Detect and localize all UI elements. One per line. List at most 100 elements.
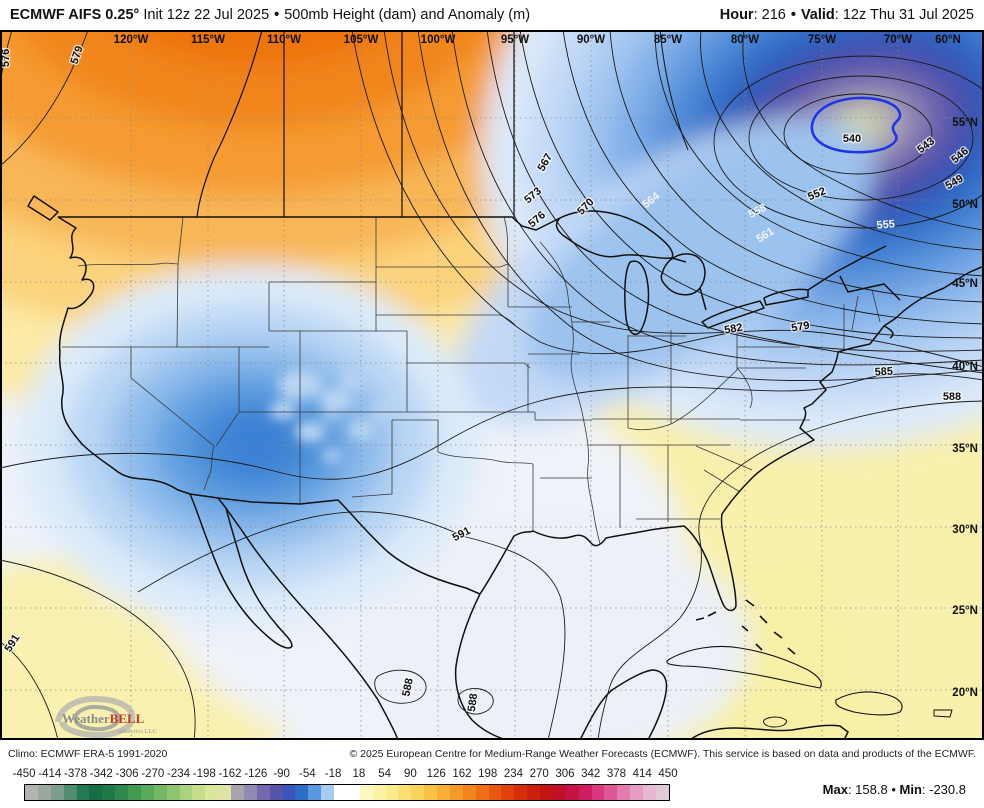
colorbar-cell bbox=[462, 785, 476, 800]
colorbar-cell bbox=[334, 785, 347, 800]
colorbar-tick-label: 54 bbox=[378, 768, 392, 780]
colorbar-cell bbox=[346, 785, 360, 800]
map-frame bbox=[0, 30, 984, 740]
colorbar: -450 -414 -378 -342 -306 -270 -234 -198 -162 -126… bbox=[12, 768, 678, 806]
contour-label-588: 588 bbox=[943, 391, 961, 403]
colorbar-cell bbox=[102, 785, 116, 800]
colorbar-tick-label: -378 bbox=[64, 768, 88, 780]
colorbar-cell bbox=[449, 785, 463, 800]
colorbar-tick-label: 306 bbox=[555, 768, 575, 780]
colorbar-cell bbox=[166, 785, 180, 800]
valid-value: 12z Thu 31 Jul 2025 bbox=[842, 7, 974, 23]
logo-swirl-outer bbox=[55, 695, 136, 739]
max-value: 158.8 bbox=[855, 782, 888, 797]
contour-label-585: 585 bbox=[874, 366, 893, 379]
lon-label-70°W: 70°W bbox=[884, 34, 912, 46]
colorbar-cell bbox=[385, 785, 399, 800]
lat-label-30°N: 30°N bbox=[952, 524, 978, 536]
product-name: ECMWF AIFS 0.25° bbox=[10, 7, 140, 23]
colorbar-tick-label: -450 bbox=[12, 768, 36, 780]
extremes-readout: Max: 158.8 • Min: -230.8 bbox=[822, 782, 966, 797]
hour-label: Hour bbox=[719, 7, 754, 23]
lat-label-50°N: 50°N bbox=[952, 199, 978, 211]
colorbar-ticks: -450 -414 -378 -342 -306 -270 -234 -198 -162 -126… bbox=[12, 768, 677, 783]
valid-time-block: Hour: 216 • Valid: 12z Thu 31 Jul 2025 bbox=[719, 7, 974, 23]
colorbar-cell bbox=[424, 785, 437, 800]
colorbar-cell bbox=[411, 785, 425, 800]
init-time: Init 12z 22 Jul 2025 bbox=[139, 7, 270, 23]
colorbar-cell bbox=[591, 785, 605, 800]
hour-value: 216 bbox=[761, 7, 786, 23]
colorbar-cell bbox=[630, 785, 643, 800]
lat-label-40°N: 40°N bbox=[952, 361, 978, 373]
colorbar-tick-label: -414 bbox=[38, 768, 62, 780]
colorbar-tick-label: -90 bbox=[273, 768, 290, 780]
contour-label-540: 540 bbox=[843, 133, 861, 145]
colorbar-cell bbox=[475, 785, 489, 800]
colorbar-tick-label: -270 bbox=[141, 768, 165, 780]
map-title: ECMWF AIFS 0.25° Init 12z 22 Jul 2025 • 50… bbox=[10, 7, 530, 23]
colorbar-cell bbox=[527, 785, 540, 800]
colorbar-cell bbox=[552, 785, 566, 800]
max-label: Max bbox=[822, 782, 848, 797]
colorbar-cell bbox=[398, 785, 412, 800]
coastlines-borders bbox=[27, 30, 984, 740]
colorbar-cell bbox=[76, 785, 90, 800]
copyright-note: © 2025 European Centre for Medium-Range … bbox=[349, 748, 976, 760]
field-name: 500mb Height (dam) and Anomaly (m) bbox=[284, 7, 531, 23]
colorbar-cell bbox=[540, 785, 553, 800]
colorbar-cell bbox=[604, 785, 618, 800]
lon-label-110°W: 110°W bbox=[267, 34, 301, 46]
colorbar-cell bbox=[192, 785, 206, 800]
axis-labels: 120°W 115°W 110°W 105°W 100°W 95°W 90°W 85°W 80°… bbox=[114, 34, 978, 699]
contour-label-576: 576 bbox=[0, 49, 12, 67]
lat-label-20°N: 20°N bbox=[952, 687, 978, 699]
colorbar-cell bbox=[372, 785, 386, 800]
colorbar-cell bbox=[578, 785, 592, 800]
colorbar-cell bbox=[179, 785, 193, 800]
colorbar-tick-label: 90 bbox=[403, 768, 417, 780]
weatherbell-logo: WeatherBELL Analytics LLC bbox=[55, 695, 157, 739]
colorbar-cell bbox=[89, 785, 103, 800]
colorbar-cell bbox=[359, 785, 373, 800]
hispaniola bbox=[835, 691, 903, 716]
colorbar-cell bbox=[128, 785, 141, 800]
colorbar-tick-label: -126 bbox=[244, 768, 268, 780]
colorbar-tick-label: -342 bbox=[89, 768, 113, 780]
lat-label-25°N: 25°N bbox=[952, 605, 978, 617]
colorbar-tick-label: 198 bbox=[478, 768, 498, 780]
colorbar-tick-label: -198 bbox=[192, 768, 216, 780]
contour-label-588: 588 bbox=[466, 693, 480, 713]
colorbar-cell bbox=[140, 785, 154, 800]
colorbar-tick-label: 414 bbox=[632, 768, 652, 780]
lon-label-90°W: 90°W bbox=[577, 34, 605, 46]
colorbar-cell bbox=[308, 785, 322, 800]
colorbar-cell bbox=[488, 785, 502, 800]
colorbar-tick-label: 162 bbox=[452, 768, 472, 780]
weather-map-svg: 540 543 5465495525555585615645675705735765… bbox=[0, 30, 984, 740]
colorbar-tick-label: -18 bbox=[324, 768, 342, 780]
vancouver-island bbox=[27, 195, 59, 221]
bahamas-keys bbox=[695, 599, 796, 655]
logo-swirl-inner bbox=[72, 704, 121, 732]
colorbar-cell bbox=[321, 785, 334, 800]
colorbar-cell bbox=[282, 785, 296, 800]
colorbar-tick-label: 342 bbox=[581, 768, 601, 780]
colorbar-tick-label: -162 bbox=[218, 768, 242, 780]
contour-label-582: 582 bbox=[723, 322, 743, 337]
colorbar-cell bbox=[63, 785, 77, 800]
lon-label-105°W: 105°W bbox=[344, 34, 379, 46]
colorbar-tick-label: -234 bbox=[167, 768, 191, 780]
colorbar-cell bbox=[115, 785, 128, 800]
colorbar-cell bbox=[25, 785, 38, 800]
colorbar-tick-label: 234 bbox=[503, 768, 524, 780]
lat-label-55°N: 55°N bbox=[952, 117, 978, 129]
lake-superior bbox=[555, 210, 674, 260]
valid-label: Valid bbox=[800, 7, 835, 23]
colorado-speckle-anomaly bbox=[270, 370, 391, 462]
lon-label-95°W: 95°W bbox=[501, 34, 529, 46]
colorbar-cell bbox=[655, 785, 669, 800]
colorbar-cell bbox=[565, 785, 579, 800]
lat-label-45°N: 45°N bbox=[952, 278, 978, 290]
